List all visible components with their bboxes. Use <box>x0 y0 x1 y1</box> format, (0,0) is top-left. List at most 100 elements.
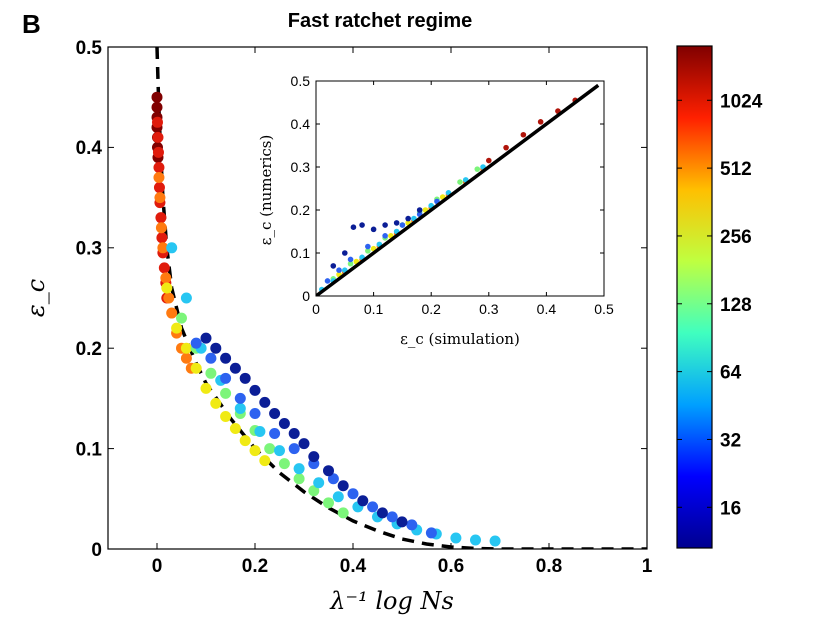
main-marks <box>151 47 647 549</box>
data-point <box>229 362 241 374</box>
colorbar-tick-label: 256 <box>720 227 752 248</box>
inset-ticks: 0 0.1 0.2 0.3 0.4 0.5 0 0.1 0.2 0.3 0.4 0.5 <box>291 73 614 317</box>
data-point <box>503 144 509 151</box>
data-point <box>166 307 178 319</box>
data-point <box>153 161 165 173</box>
data-point <box>161 282 173 294</box>
data-point <box>347 488 359 500</box>
data-point <box>153 182 165 194</box>
main-plot-frame <box>107 46 648 550</box>
y-tick-label: 0.4 <box>76 138 103 159</box>
main-y-axis-label: ε_c <box>22 279 50 317</box>
panel-label: B <box>22 9 41 39</box>
data-point <box>327 473 339 485</box>
data-point <box>229 423 241 435</box>
data-point <box>450 532 462 544</box>
data-point <box>425 527 437 539</box>
x-tick-label: 0.4 <box>340 556 367 577</box>
data-point <box>234 402 246 414</box>
data-point <box>210 397 222 409</box>
data-point <box>158 262 170 274</box>
data-point <box>155 222 167 234</box>
x-tick-label: 1 <box>642 556 653 577</box>
data-point <box>254 426 266 438</box>
data-point <box>537 119 544 125</box>
data-point <box>416 207 423 213</box>
data-point <box>239 372 251 384</box>
x-tick-label: 0 <box>312 301 320 317</box>
data-point <box>239 435 251 447</box>
data-point <box>249 384 261 396</box>
data-point <box>249 407 261 419</box>
data-point <box>370 226 377 233</box>
y-tick-label: 0 <box>302 288 310 304</box>
data-point <box>332 491 344 503</box>
data-point <box>176 312 187 324</box>
colorbar-tick-label: 64 <box>720 363 742 384</box>
data-point <box>264 443 276 455</box>
data-point <box>336 267 342 274</box>
data-point <box>405 215 411 222</box>
main-plot: 0 0.2 0.4 0.6 0.8 1 0 0.1 0.2 0.3 0.4 0.5 λ⁻¹ log N… <box>22 38 653 615</box>
data-point <box>151 101 163 113</box>
data-point <box>166 242 178 254</box>
x-tick-label: 0.6 <box>438 556 464 577</box>
data-point <box>323 465 334 477</box>
data-point <box>278 418 290 429</box>
identity-line <box>316 83 600 296</box>
colorbar-tick-label: 32 <box>720 430 741 451</box>
data-point <box>220 387 232 399</box>
data-point <box>288 428 300 440</box>
data-point <box>376 507 388 519</box>
data-point <box>367 501 379 513</box>
x-tick-label: 0.8 <box>536 556 562 577</box>
inset-x-axis-label: ε_c (simulation) <box>400 330 520 348</box>
data-point <box>156 232 168 244</box>
data-point <box>386 511 398 523</box>
data-point <box>324 278 331 284</box>
data-point <box>151 116 163 128</box>
data-point <box>486 157 492 164</box>
colorbar-tick-label: 16 <box>720 498 741 519</box>
colorbar: 16 32 64 128 256 512 1024 <box>676 45 763 549</box>
colorbar-tick-label: 512 <box>720 159 752 180</box>
data-point <box>200 382 212 394</box>
y-tick-label: 0.3 <box>76 239 102 260</box>
data-point <box>457 179 463 185</box>
data-point <box>259 396 271 408</box>
x-tick-label: 0.2 <box>242 556 268 577</box>
colorbar-tick-label: 128 <box>720 295 752 316</box>
x-tick-label: 0.2 <box>421 301 441 317</box>
y-tick-label: 0.2 <box>291 202 311 218</box>
data-point <box>153 172 165 184</box>
data-point <box>152 146 164 158</box>
data-point <box>393 220 400 226</box>
data-point <box>350 224 357 230</box>
main-ticks: 0 0.2 0.4 0.6 0.8 1 0 0.1 0.2 0.3 0.4 0.5 <box>76 38 653 577</box>
data-point <box>210 342 222 354</box>
chart-title: Fast ratchet regime <box>288 10 473 32</box>
data-point <box>269 428 281 440</box>
data-point <box>330 263 337 269</box>
data-point <box>399 222 406 228</box>
colorbar-ticks: 16 32 64 128 256 512 1024 <box>677 91 763 519</box>
y-tick-label: 0.3 <box>291 159 311 175</box>
data-point <box>337 507 349 519</box>
data-point <box>347 256 354 263</box>
main-x-axis-label: λ⁻¹ log Ns <box>329 587 454 615</box>
data-point <box>274 445 285 457</box>
data-point <box>155 212 167 224</box>
data-point <box>337 480 349 492</box>
inset-marks <box>316 83 600 296</box>
data-point <box>396 516 408 528</box>
data-point <box>151 91 163 103</box>
data-point <box>308 451 320 463</box>
data-point <box>163 292 175 304</box>
data-point <box>293 463 305 475</box>
data-point <box>269 407 281 419</box>
x-tick-label: 0.4 <box>537 301 557 317</box>
x-tick-label: 0.5 <box>594 301 614 317</box>
data-point <box>154 192 166 204</box>
data-point <box>489 535 501 547</box>
